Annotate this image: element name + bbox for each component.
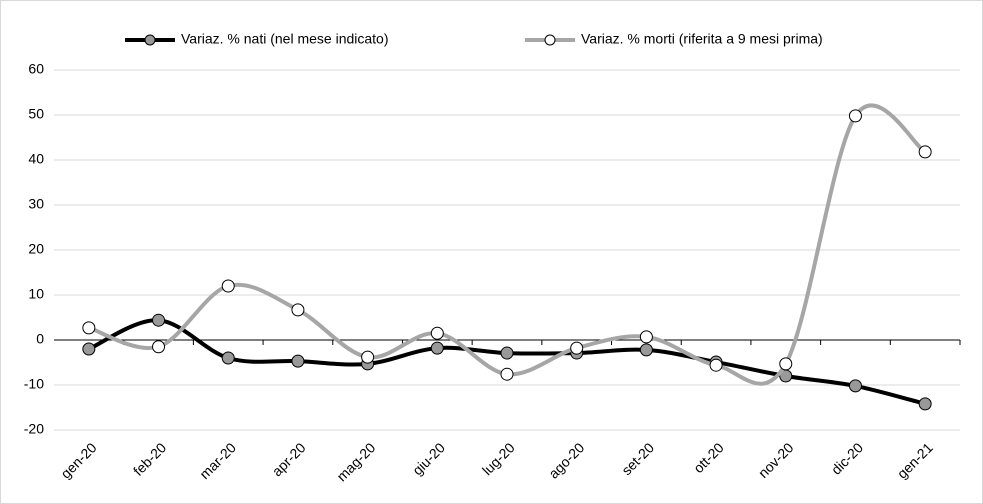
marker xyxy=(848,109,862,123)
marker xyxy=(82,342,96,356)
marker xyxy=(291,354,305,368)
y-tick-label: 30 xyxy=(28,196,44,212)
marker xyxy=(152,313,166,327)
marker xyxy=(848,379,862,393)
legend-label: Variaz. % nati (nel mese indicato) xyxy=(181,31,389,47)
marker xyxy=(152,340,166,354)
y-tick-label: 20 xyxy=(28,241,44,257)
y-tick-label: 40 xyxy=(28,151,44,167)
legend-marker xyxy=(144,34,156,46)
marker xyxy=(500,346,514,360)
marker xyxy=(500,367,514,381)
y-tick-label: 10 xyxy=(28,286,44,302)
y-tick-label: 50 xyxy=(28,106,44,122)
marker xyxy=(82,321,96,335)
marker xyxy=(570,341,584,355)
marker xyxy=(221,351,235,365)
legend-label: Variaz. % morti (riferita a 9 mesi prima… xyxy=(581,31,823,47)
marker xyxy=(779,357,793,371)
y-tick-label: -10 xyxy=(24,376,44,392)
legend-marker xyxy=(544,34,556,46)
y-tick-label: 60 xyxy=(28,61,44,77)
marker xyxy=(291,303,305,317)
marker xyxy=(430,341,444,355)
marker xyxy=(709,358,723,372)
y-tick-label: 0 xyxy=(36,331,44,347)
marker xyxy=(639,330,653,344)
marker xyxy=(361,350,375,364)
y-tick-label: -20 xyxy=(24,421,44,437)
marker xyxy=(918,145,932,159)
marker xyxy=(221,279,235,293)
marker xyxy=(918,397,932,411)
marker xyxy=(430,326,444,340)
marker xyxy=(639,343,653,357)
